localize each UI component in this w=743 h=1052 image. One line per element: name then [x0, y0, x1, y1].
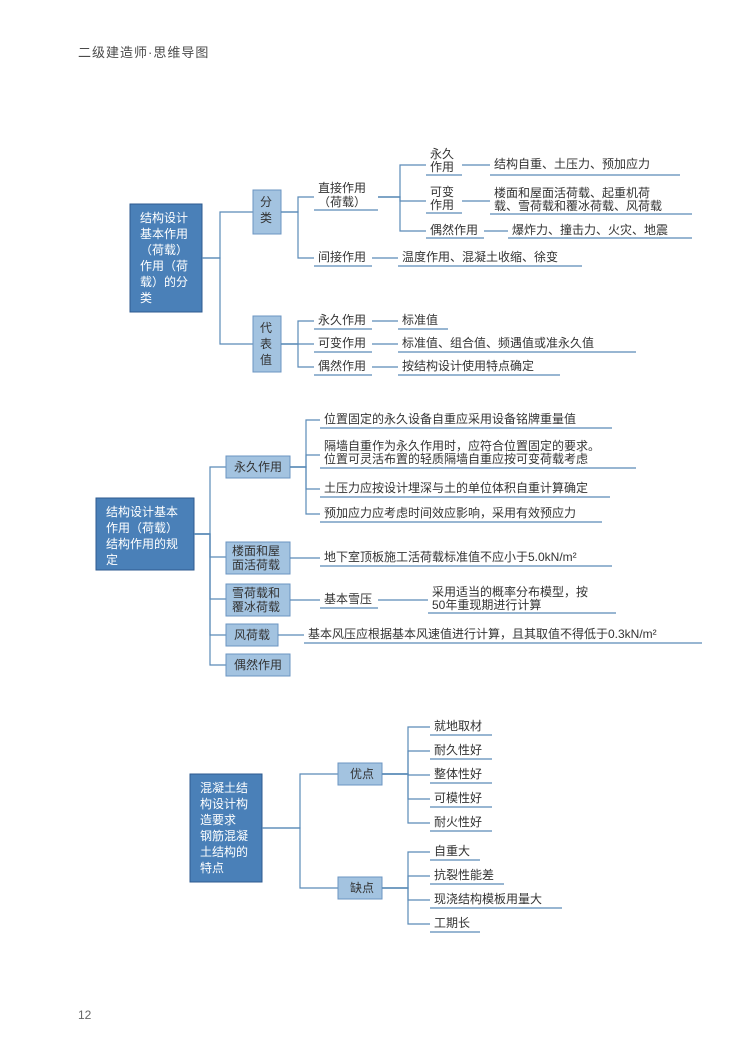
svg-text:永久作用: 永久作用 [234, 460, 282, 474]
svg-text:位置固定的永久设备自重应采用设备铭牌重量值: 位置固定的永久设备自重应采用设备铭牌重量值 [324, 411, 576, 426]
svg-text:现浇结构模板用量大: 现浇结构模板用量大 [434, 891, 542, 906]
svg-text:工期长: 工期长 [434, 916, 470, 930]
svg-text:基本雪压: 基本雪压 [324, 592, 372, 606]
svg-text:可变作用: 可变作用 [430, 184, 454, 212]
svg-text:就地取材: 就地取材 [434, 719, 482, 733]
svg-text:抗裂性能差: 抗裂性能差 [434, 867, 494, 882]
svg-text:爆炸力、撞击力、火灾、地震: 爆炸力、撞击力、火灾、地震 [512, 222, 668, 237]
svg-text:地下室顶板施工活荷载标准值不应小于5.0kN/m²: 地下室顶板施工活荷载标准值不应小于5.0kN/m² [324, 549, 577, 564]
svg-text:偶然作用: 偶然作用 [430, 222, 478, 237]
svg-text:结构自重、土压力、预加应力: 结构自重、土压力、预加应力 [494, 156, 650, 171]
svg-text:永久作用: 永久作用 [430, 147, 454, 174]
svg-text:楼面和屋面活荷载: 楼面和屋面活荷载 [232, 543, 280, 572]
svg-text:直接作用（荷载）: 直接作用（荷载） [318, 180, 366, 209]
mindmap-diagram: 结构设计基本作用（荷载）作用（荷载）的分类 分类 直接作用（荷载） 永久作用 结… [0, 0, 743, 1052]
svg-text:可模性好: 可模性好 [434, 791, 482, 805]
svg-text:预加应力应考虑时间效应影响，采用有效预应力: 预加应力应考虑时间效应影响，采用有效预应力 [324, 505, 576, 520]
svg-text:隔墙自重作为永久作用时，应符合位置固定的要求。位置可灵活布置: 隔墙自重作为永久作用时，应符合位置固定的要求。位置可灵活布置的轻质隔墙自重应按可… [324, 438, 600, 466]
svg-text:楼面和屋面活荷载、起重机荷载、雪荷载和覆冰荷载、风荷载: 楼面和屋面活荷载、起重机荷载、雪荷载和覆冰荷载、风荷载 [494, 185, 662, 213]
svg-text:土压力应按设计埋深与土的单位体积自重计算确定: 土压力应按设计埋深与土的单位体积自重计算确定 [324, 480, 588, 495]
svg-text:偶然作用: 偶然作用 [318, 358, 366, 373]
svg-text:偶然作用: 偶然作用 [234, 657, 282, 672]
svg-text:温度作用、混凝土收缩、徐变: 温度作用、混凝土收缩、徐变 [402, 249, 558, 264]
svg-text:缺点: 缺点 [350, 880, 374, 895]
svg-text:采用适当的概率分布模型，按50年重现期进行计算: 采用适当的概率分布模型，按50年重现期进行计算 [432, 584, 588, 612]
svg-text:优点: 优点 [350, 767, 374, 781]
svg-text:整体性好: 整体性好 [434, 766, 482, 781]
svg-text:可变作用: 可变作用 [318, 335, 366, 350]
svg-text:耐久性好: 耐久性好 [434, 743, 482, 757]
svg-text:永久作用: 永久作用 [318, 313, 366, 327]
svg-text:间接作用: 间接作用 [318, 249, 366, 264]
svg-text:耐火性好: 耐火性好 [434, 815, 482, 829]
svg-text:按结构设计使用特点确定: 按结构设计使用特点确定 [402, 358, 534, 373]
svg-text:标准值、组合值、频遇值或准永久值: 标准值、组合值、频遇值或准永久值 [402, 335, 594, 350]
svg-text:代表值: 代表值 [260, 321, 272, 367]
svg-text:标准值: 标准值 [402, 312, 438, 327]
svg-text:雪荷载和覆冰荷载: 雪荷载和覆冰荷载 [232, 586, 280, 614]
svg-text:基本风压应根据基本风速值进行计算，且其取值不得低于0.3kN: 基本风压应根据基本风速值进行计算，且其取值不得低于0.3kN/m² [308, 626, 657, 641]
svg-text:风荷载: 风荷载 [234, 628, 270, 642]
svg-text:自重大: 自重大 [434, 844, 470, 858]
